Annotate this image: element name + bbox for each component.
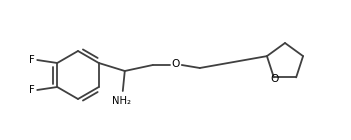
Text: F: F xyxy=(29,85,35,95)
Text: O: O xyxy=(172,59,180,69)
Text: O: O xyxy=(271,74,279,84)
Text: F: F xyxy=(29,54,35,65)
Text: NH₂: NH₂ xyxy=(112,96,131,106)
